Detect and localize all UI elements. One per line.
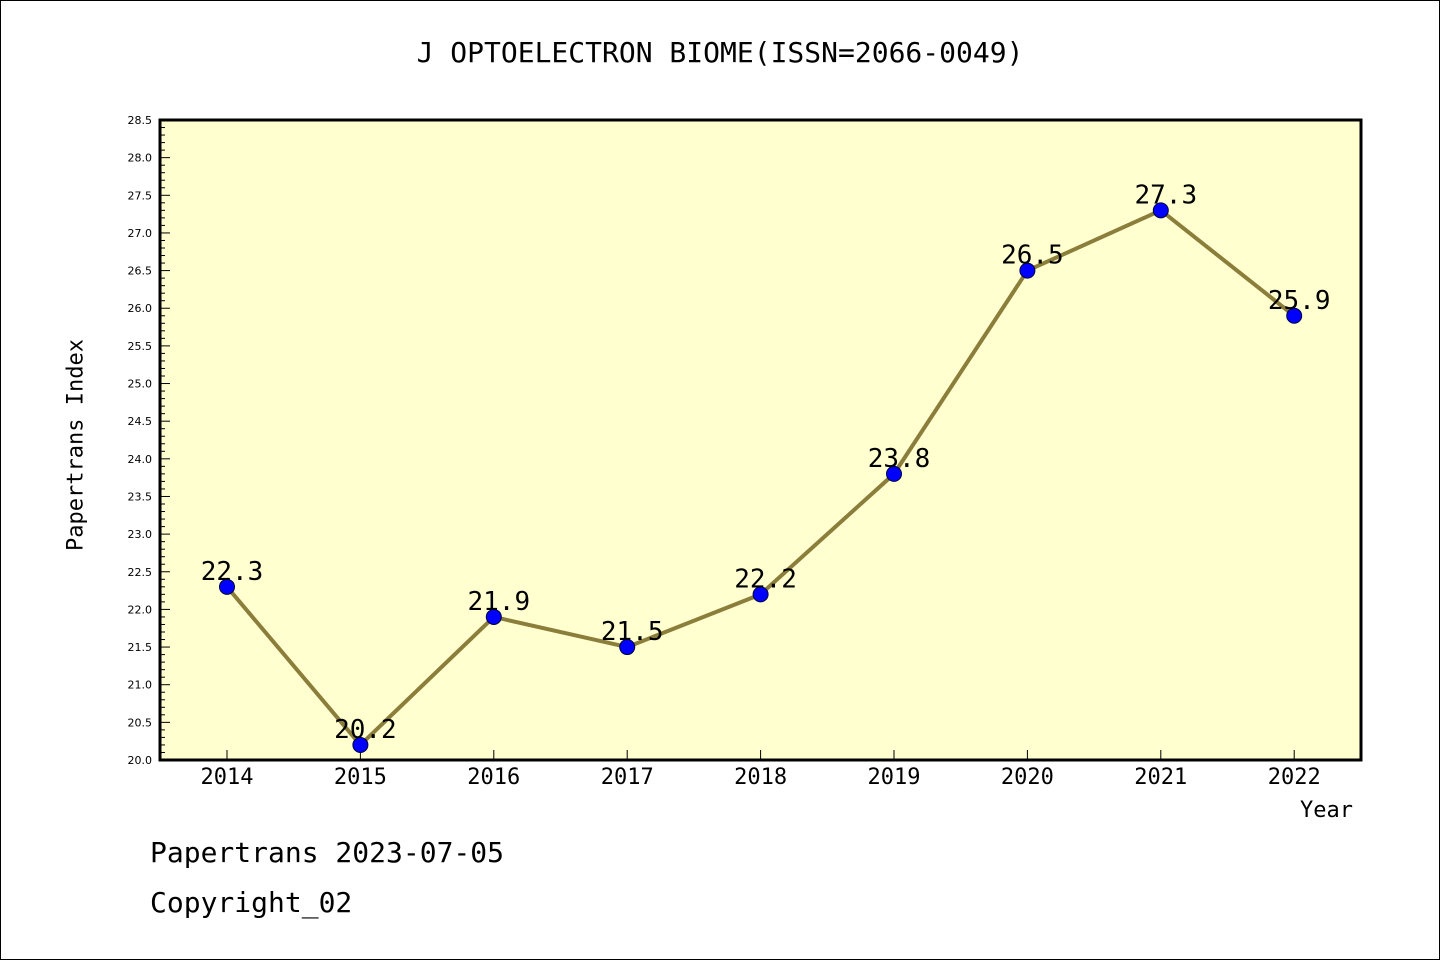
x-tick-label: 2014 (201, 765, 254, 790)
data-point (886, 465, 902, 482)
y-tick-label: 20.0 (128, 754, 153, 767)
data-point (352, 736, 369, 753)
footer-copyright: Copyright_02 (150, 886, 353, 919)
x-tick-label: 2022 (1268, 765, 1321, 790)
y-tick-label: 28.5 (128, 114, 153, 127)
y-tick-label: 21.0 (128, 679, 153, 692)
plot-border (158, 118, 1363, 762)
plot-area (160, 120, 1361, 760)
data-points (219, 202, 1303, 753)
data-label: 20.2 (334, 715, 397, 745)
data-point (1152, 202, 1169, 219)
data-point (1286, 307, 1303, 324)
y-tick-label: 27.5 (128, 189, 153, 202)
y-tick-label: 27.0 (128, 227, 153, 240)
x-tick-label: 2015 (334, 765, 387, 790)
y-tick-label: 21.5 (128, 641, 153, 654)
data-point (619, 639, 636, 656)
data-label: 21.5 (601, 617, 664, 647)
x-axis-label: Year (1300, 798, 1353, 823)
y-tick-label: 26.5 (128, 265, 153, 278)
y-tick-label: 24.5 (128, 415, 153, 428)
y-tick-label: 25.5 (128, 340, 153, 353)
data-label: 22.2 (734, 564, 797, 594)
y-tick-label: 23.0 (128, 528, 153, 541)
data-point (1019, 262, 1036, 279)
data-label: 21.9 (467, 587, 530, 617)
x-tick-label: 2017 (601, 765, 654, 790)
data-label: 27.3 (1134, 180, 1197, 210)
data-label: 25.9 (1268, 286, 1331, 316)
x-tick-label: 2021 (1134, 765, 1187, 790)
y-tick-label: 23.5 (128, 490, 153, 503)
data-labels: 22.3 20.2 21.9 21.5 22.2 23.8 26.5 27.3 25.9 (201, 180, 1331, 745)
y-tick-label: 22.0 (128, 603, 153, 616)
x-tick-label: 2019 (868, 765, 921, 790)
x-tick-label: 2018 (734, 765, 787, 790)
y-tick-label: 22.5 (128, 566, 153, 579)
x-tick-label: 2016 (467, 765, 520, 790)
data-point (485, 608, 502, 625)
data-point (219, 578, 235, 595)
y-tick-label: 28.0 (128, 152, 153, 165)
y-axis-ticks: 20.0 20.5 21.0 21.5 22.0 22.5 23.0 23.5 24.0 24.5… (128, 114, 170, 767)
footer-date: Papertrans 2023-07-05 (150, 836, 505, 869)
y-tick-label: 26.0 (128, 302, 153, 315)
data-label: 26.5 (1001, 241, 1064, 271)
data-label: 22.3 (201, 557, 264, 587)
x-axis-ticks: 2014 2015 2016 2017 2018 2019 2020 2021 2022 (201, 750, 1321, 790)
y-tick-label: 24.0 (128, 453, 153, 466)
y-axis-label: Papertrans Index (63, 339, 89, 551)
y-tick-label: 25.0 (128, 378, 153, 391)
data-point (752, 586, 769, 603)
y-tick-label: 20.5 (128, 716, 153, 729)
data-label: 23.8 (868, 444, 931, 474)
chart-title: J OPTOELECTRON BIOME(ISSN=2066-0049) (416, 36, 1024, 69)
x-tick-label: 2020 (1001, 765, 1054, 790)
